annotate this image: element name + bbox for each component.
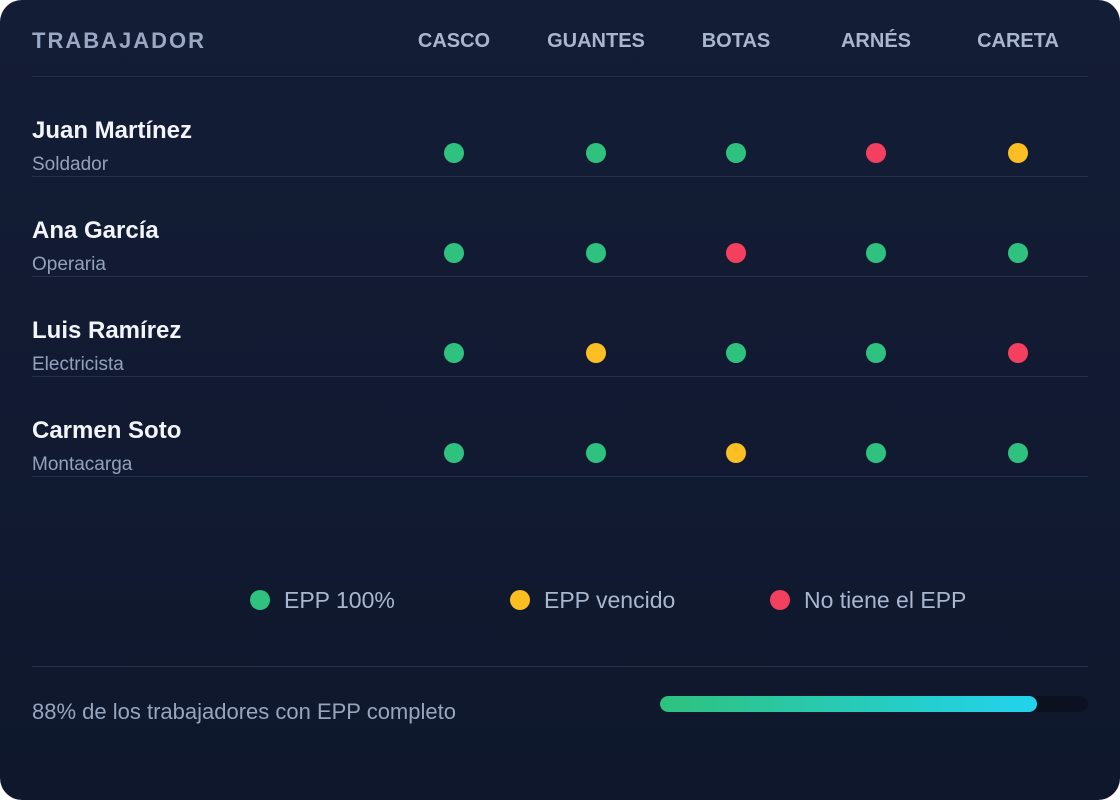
status-dot [726,443,746,463]
status-dot [586,143,606,163]
status-dot [1008,243,1028,263]
column-header-careta: CARETA [977,30,1059,52]
status-dot [1008,343,1028,363]
table-row: Juan Martínez Soldador [32,76,1088,177]
worker-name: Juan Martínez [32,117,193,144]
worker-name: Ana García [32,217,159,244]
status-dot [444,243,464,263]
compliance-summary: 88% de los trabajadores con EPP completo [32,699,456,724]
table-row: Carmen Soto Montacarga [32,376,1088,477]
status-dot [1008,443,1028,463]
column-header-botas: BOTAS [701,30,771,52]
table-row: Luis Ramírez Electricista [32,276,1088,377]
legend-label: No tiene el EPP [804,587,967,613]
table-header: TRABAJADOR CASCO GUANTES BOTAS ARNÉS CAR… [32,0,1088,77]
status-dot [866,143,886,163]
column-header-guantes: GUANTES [547,30,645,52]
column-header-casco: CASCO [417,30,491,52]
status-dot [444,343,464,363]
worker-name: Luis Ramírez [32,317,182,344]
table-row: Ana García Operaria [32,176,1088,277]
status-dot [586,243,606,263]
legend-dot [770,590,790,610]
status-dot [726,243,746,263]
column-header-arnes: ARNÉS [840,30,911,52]
legend-dot [250,590,270,610]
legend-dot [510,590,530,610]
worker-role: Electricista [32,354,124,375]
status-dot [444,443,464,463]
status-dot [866,243,886,263]
footer-divider [32,666,1088,667]
status-dot [726,343,746,363]
status-dot [444,143,464,163]
worker-name: Carmen Soto [32,417,182,444]
status-dot [1008,143,1028,163]
worker-role: Operaria [32,254,106,275]
compliance-progress-fill [660,696,1037,712]
status-dot [726,143,746,163]
status-dot [866,443,886,463]
legend-label: EPP vencido [544,587,676,613]
compliance-progress-bar [660,696,1088,712]
worker-column-header: TRABAJADOR [32,28,206,53]
legend-label: EPP 100% [284,587,395,613]
status-dot [586,343,606,363]
worker-role: Montacarga [32,454,133,475]
status-dot [866,343,886,363]
status-dot [586,443,606,463]
worker-role: Soldador [32,154,109,175]
